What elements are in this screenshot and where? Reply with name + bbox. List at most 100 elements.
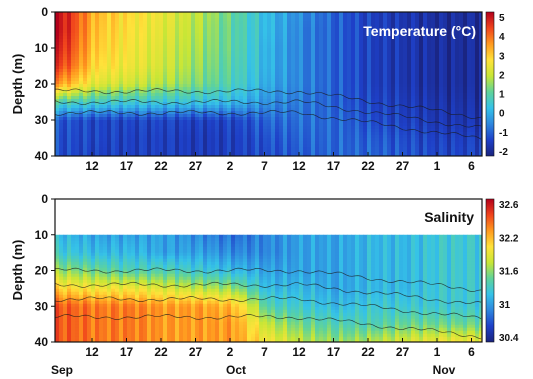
temperature-heat-cell — [271, 45, 276, 49]
temperature-heat-cell — [307, 81, 312, 85]
temperature-heat-cell — [191, 42, 196, 46]
temperature-heat-cell — [227, 99, 232, 103]
temperature-heat-cell — [463, 60, 468, 64]
temperature-heat-cell — [55, 60, 60, 64]
temperature-heat-cell — [371, 48, 376, 52]
temperature-heat-cell — [451, 93, 456, 97]
temperature-heat-cell — [375, 99, 380, 103]
temperature-heat-cell — [83, 69, 88, 73]
temperature-heat-cell — [387, 144, 392, 148]
temperature-heat-cell — [427, 63, 432, 67]
temperature-heat-cell — [247, 90, 252, 94]
temperature-heat-cell — [263, 120, 268, 124]
temperature-heat-cell — [339, 150, 344, 154]
temperature-heat-cell — [451, 24, 456, 28]
temperature-heat-cell — [163, 15, 168, 19]
temperature-heat-cell — [363, 72, 368, 76]
temperature-heat-cell — [71, 72, 76, 76]
temperature-heat-cell — [103, 102, 108, 106]
temperature-heat-cell — [283, 150, 288, 154]
temperature-heat-cell — [455, 42, 460, 46]
temperature-heat-cell — [231, 57, 236, 61]
temperature-heat-cell — [159, 108, 164, 112]
temperature-heat-cell — [463, 153, 468, 156]
temperature-heat-cell — [419, 138, 424, 142]
temperature-heat-cell — [419, 141, 424, 145]
temperature-heat-cell — [435, 147, 440, 151]
temperature-heat-cell — [71, 144, 76, 148]
temperature-heat-cell — [407, 54, 412, 58]
temperature-heat-cell — [175, 33, 180, 37]
temperature-heat-cell — [227, 84, 232, 88]
temperature-heat-cell — [91, 30, 96, 34]
temperature-heat-cell — [327, 87, 332, 91]
temperature-heat-cell — [223, 60, 228, 64]
temperature-heat-cell — [115, 66, 120, 70]
temperature-heat-cell — [411, 99, 416, 103]
temperature-heat-cell — [239, 117, 244, 121]
temperature-heat-cell — [219, 69, 224, 73]
temperature-heat-cell — [291, 48, 296, 52]
temperature-heat-cell — [335, 78, 340, 82]
temperature-heat-cell — [451, 102, 456, 106]
temperature-heat-cell — [435, 105, 440, 109]
temperature-heat-cell — [243, 33, 248, 37]
temperature-heat-cell — [135, 135, 140, 139]
temperature-heat-cell — [183, 87, 188, 91]
temperature-heat-cell — [159, 12, 164, 16]
temperature-heat-cell — [403, 42, 408, 46]
temperature-heat-cell — [63, 138, 68, 142]
temperature-heat-cell — [259, 87, 264, 91]
temperature-heat-cell — [347, 72, 352, 76]
temperature-heat-cell — [295, 60, 300, 64]
temperature-heat-cell — [339, 135, 344, 139]
temperature-heat-cell — [151, 114, 156, 118]
temperature-heat-cell — [271, 39, 276, 43]
temperature-heat-cell — [367, 81, 372, 85]
temperature-heat-cell — [55, 54, 60, 58]
temperature-heat-cell — [455, 60, 460, 64]
temperature-heat-cell — [99, 84, 104, 88]
temperature-heat-cell — [203, 123, 208, 127]
temperature-heat-cell — [343, 36, 348, 40]
temperature-heat-cell — [275, 78, 280, 82]
temperature-heat-cell — [239, 93, 244, 97]
temperature-heat-cell — [131, 27, 136, 31]
temperature-heat-cell — [287, 72, 292, 76]
temperature-heat-cell — [171, 72, 176, 76]
temperature-heat-cell — [447, 102, 452, 106]
temperature-heat-cell — [195, 129, 200, 133]
temperature-heat-cell — [163, 147, 168, 151]
temperature-heat-cell — [359, 135, 364, 139]
temperature-heat-cell — [467, 39, 472, 43]
temperature-heat-cell — [95, 117, 100, 121]
temperature-heat-cell — [435, 48, 440, 52]
temperature-heat-cell — [99, 27, 104, 31]
temperature-heat-cell — [159, 150, 164, 154]
temperature-heat-cell — [339, 72, 344, 76]
temperature-heat-cell — [275, 99, 280, 103]
temperature-heat-cell — [223, 78, 228, 82]
temperature-heat-cell — [171, 33, 176, 37]
temperature-heat-cell — [383, 132, 388, 136]
temperature-heat-cell — [339, 24, 344, 28]
temperature-heat-cell — [59, 84, 64, 88]
temperature-heat-cell — [103, 96, 108, 100]
temperature-heat-cell — [79, 24, 84, 28]
temperature-heat-cell — [171, 21, 176, 25]
temperature-heat-cell — [255, 102, 260, 106]
temperature-heat-cell — [399, 42, 404, 46]
temperature-heat-cell — [343, 135, 348, 139]
temperature-heat-cell — [215, 45, 220, 49]
temperature-heat-cell — [135, 36, 140, 40]
temperature-heat-cell — [195, 126, 200, 130]
temperature-heat-cell — [91, 12, 96, 16]
temperature-heat-cell — [247, 48, 252, 52]
temperature-heat-cell — [287, 21, 292, 25]
temperature-heat-cell — [423, 72, 428, 76]
temperature-heat-cell — [439, 69, 444, 73]
temperature-heat-cell — [451, 120, 456, 124]
temperature-heat-cell — [171, 81, 176, 85]
temperature-heat-cell — [127, 60, 132, 64]
temperature-heat-cell — [379, 30, 384, 34]
